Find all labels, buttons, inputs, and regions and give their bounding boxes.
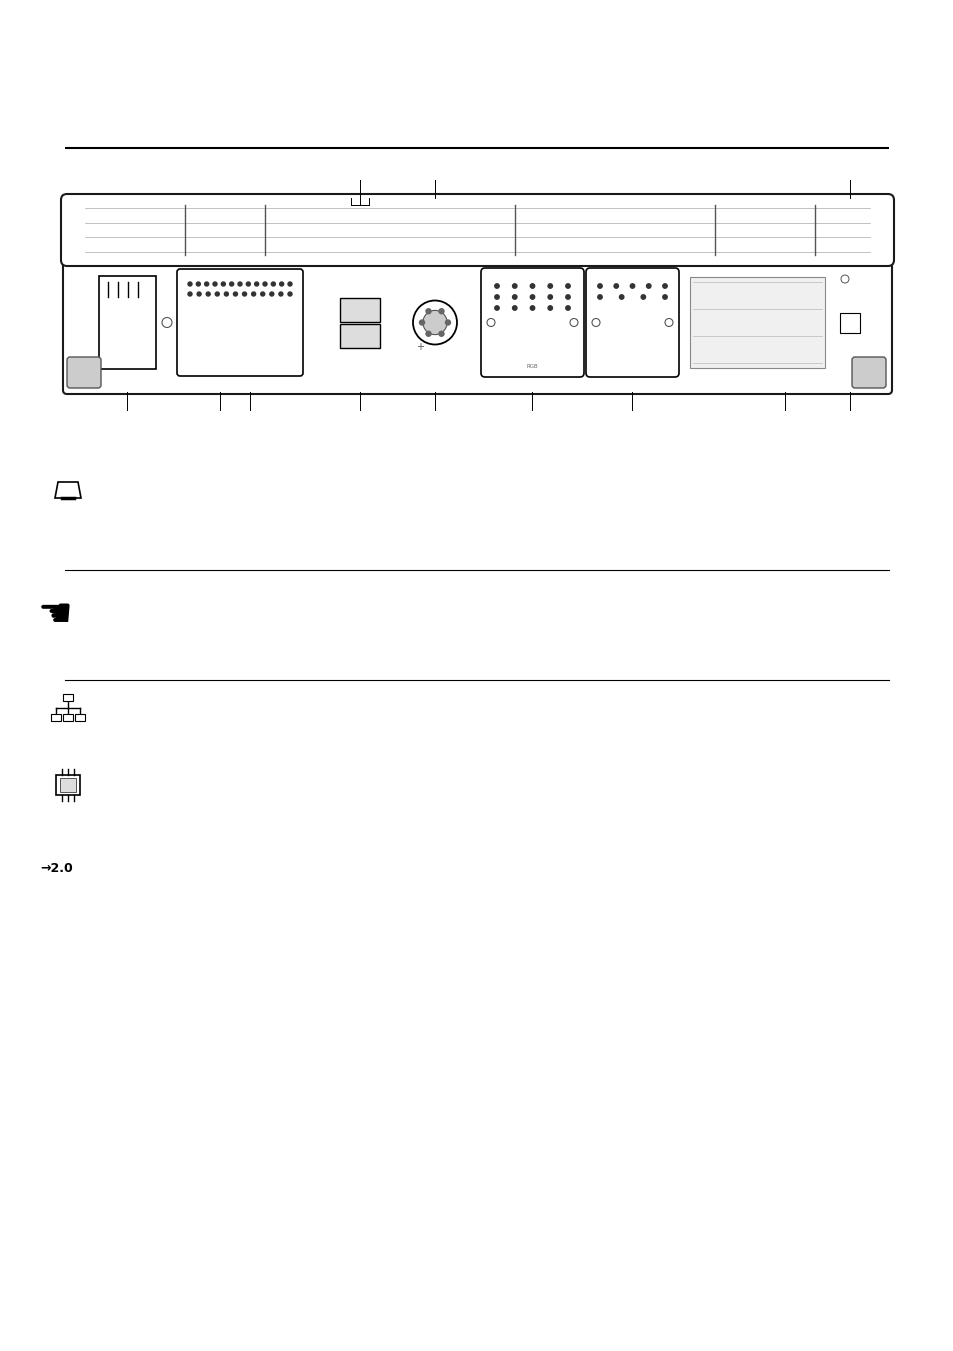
Bar (75, 713, 85, 721)
Circle shape (288, 282, 292, 286)
Bar (51, 713, 61, 721)
Circle shape (438, 309, 443, 313)
Circle shape (565, 295, 570, 299)
Circle shape (197, 292, 201, 296)
Text: →2.0: →2.0 (40, 862, 72, 874)
Circle shape (252, 292, 255, 296)
FancyBboxPatch shape (177, 269, 303, 376)
Circle shape (278, 292, 283, 296)
Circle shape (224, 292, 228, 296)
Circle shape (162, 317, 172, 327)
Circle shape (279, 282, 283, 286)
Bar (63, 713, 73, 721)
Circle shape (230, 282, 233, 286)
Circle shape (422, 311, 447, 335)
Circle shape (233, 292, 237, 296)
Bar (840, 312, 859, 332)
Circle shape (598, 284, 601, 288)
Circle shape (426, 309, 431, 313)
FancyBboxPatch shape (480, 267, 583, 377)
Circle shape (419, 320, 424, 326)
Circle shape (254, 282, 258, 286)
Bar (63, 694, 73, 701)
Circle shape (662, 284, 666, 288)
Text: ☚: ☚ (37, 596, 72, 634)
Circle shape (640, 295, 645, 299)
Circle shape (426, 331, 431, 336)
Circle shape (664, 319, 672, 327)
Circle shape (486, 319, 495, 327)
Circle shape (547, 295, 552, 299)
Circle shape (237, 282, 242, 286)
FancyBboxPatch shape (851, 357, 885, 388)
Circle shape (246, 282, 250, 286)
Circle shape (206, 292, 210, 296)
Circle shape (438, 331, 443, 336)
FancyBboxPatch shape (63, 251, 891, 394)
FancyBboxPatch shape (339, 297, 379, 322)
Circle shape (213, 282, 216, 286)
Text: +: + (416, 343, 423, 353)
Circle shape (260, 292, 264, 296)
Circle shape (188, 292, 192, 296)
Circle shape (530, 284, 534, 288)
Bar (60, 778, 76, 792)
Circle shape (530, 305, 534, 311)
Text: RGB: RGB (526, 363, 537, 369)
Polygon shape (55, 482, 81, 499)
Circle shape (196, 282, 200, 286)
Circle shape (662, 295, 666, 299)
Circle shape (188, 282, 192, 286)
Circle shape (646, 284, 650, 288)
Circle shape (495, 305, 498, 311)
Circle shape (263, 282, 267, 286)
FancyBboxPatch shape (67, 357, 101, 388)
Circle shape (547, 305, 552, 311)
Circle shape (565, 284, 570, 288)
Circle shape (618, 295, 623, 299)
Circle shape (242, 292, 246, 296)
Circle shape (271, 282, 275, 286)
Bar (689, 277, 824, 367)
Circle shape (205, 282, 209, 286)
Circle shape (413, 300, 456, 345)
Circle shape (288, 292, 292, 296)
FancyBboxPatch shape (61, 195, 893, 266)
Circle shape (495, 295, 498, 299)
FancyBboxPatch shape (99, 276, 156, 369)
Circle shape (495, 284, 498, 288)
Circle shape (512, 284, 517, 288)
Circle shape (547, 284, 552, 288)
Circle shape (270, 292, 274, 296)
Circle shape (512, 295, 517, 299)
Circle shape (445, 320, 450, 326)
Circle shape (598, 295, 601, 299)
Circle shape (512, 305, 517, 311)
Circle shape (530, 295, 534, 299)
Circle shape (565, 305, 570, 311)
Circle shape (630, 284, 634, 288)
Circle shape (215, 292, 219, 296)
Bar (56, 775, 80, 794)
FancyBboxPatch shape (585, 267, 679, 377)
Circle shape (841, 276, 848, 282)
Circle shape (221, 282, 225, 286)
Circle shape (614, 284, 618, 288)
Circle shape (592, 319, 599, 327)
FancyBboxPatch shape (339, 323, 379, 347)
Circle shape (569, 319, 578, 327)
